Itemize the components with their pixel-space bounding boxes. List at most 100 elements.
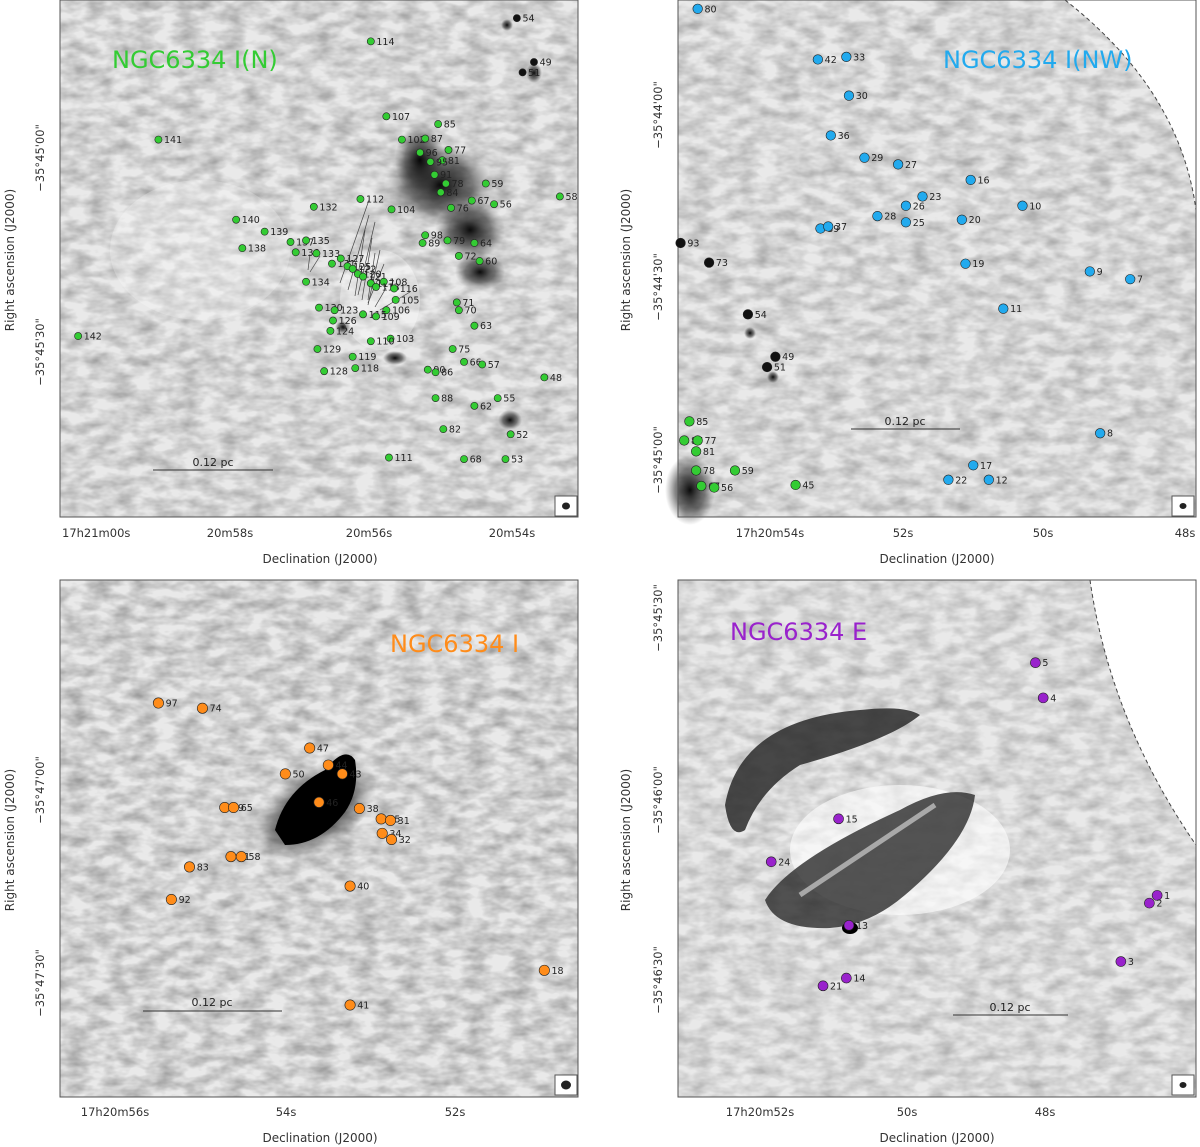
source-marker — [460, 455, 468, 463]
source-marker — [152, 697, 164, 709]
source-label: 31 — [398, 816, 410, 827]
source-marker — [729, 465, 741, 476]
source-label: 52 — [516, 430, 528, 441]
source-label: 75 — [458, 344, 470, 355]
source-marker — [390, 284, 399, 293]
source-marker — [344, 999, 356, 1011]
x-tick-label: 48s — [1035, 1105, 1056, 1119]
source-marker — [691, 465, 702, 476]
source-marker — [540, 373, 549, 382]
x-axis: 17h20m52s 50s 48s Declination (J2000) — [726, 1105, 1056, 1145]
scale-bar: 0.12 pc — [143, 996, 282, 1012]
source-label: 90 — [433, 365, 445, 376]
x-tick-label: 17h20m52s — [726, 1105, 794, 1119]
source-label: 112 — [366, 195, 384, 206]
source-marker — [320, 367, 329, 376]
source-label: 22 — [955, 475, 967, 486]
source-label: 33 — [853, 52, 865, 63]
source-marker — [418, 239, 427, 247]
source-marker — [470, 401, 479, 410]
source-label: 8 — [1107, 429, 1113, 440]
source-marker — [328, 259, 336, 268]
source-marker — [235, 851, 247, 863]
y-axis-title: Right ascension (J2000) — [3, 769, 17, 911]
source-marker — [742, 309, 754, 320]
source-marker — [165, 894, 177, 906]
source-label: 41 — [357, 1000, 369, 1011]
source-label: 139 — [270, 227, 288, 238]
source-label: 34 — [389, 829, 401, 840]
source-label: 134 — [312, 277, 330, 288]
source-marker — [1084, 266, 1095, 277]
source-label: 27 — [905, 160, 917, 171]
source-label: 10 — [1029, 201, 1041, 212]
source-marker — [228, 801, 240, 813]
x-axis: 17h20m56s 54s 52s Declination (J2000) — [81, 1105, 466, 1145]
source-label: 29 — [871, 153, 883, 164]
source-marker — [872, 211, 883, 222]
panel-ngc6334-e: 0.12 pc NGC6334 E 5 4 15 24 12 13 3 14 21 — [677, 579, 1197, 1098]
source-marker — [356, 195, 365, 203]
source-label: 74 — [210, 704, 222, 715]
source-marker — [1017, 200, 1028, 211]
scale-bar-label: 0.12 pc — [192, 456, 233, 469]
source-marker — [326, 326, 335, 335]
source-marker — [359, 272, 367, 281]
source-marker — [313, 796, 325, 808]
source-label: 2 — [1156, 899, 1162, 910]
x-tick-label: 48s — [1175, 526, 1196, 540]
source-marker — [260, 227, 269, 236]
source-marker — [379, 277, 388, 286]
x-tick-label: 50s — [1033, 526, 1054, 540]
source-marker — [430, 170, 439, 179]
source-marker — [1030, 657, 1041, 669]
source-marker — [506, 430, 515, 439]
source-label: 13 — [856, 921, 868, 932]
source-marker — [1115, 956, 1127, 967]
source-label: 92 — [179, 895, 191, 906]
x-axis-title: Declination (J2000) — [879, 552, 994, 566]
beam-box — [554, 1074, 578, 1096]
source-label: 68 — [470, 455, 482, 466]
scale-bar: 0.12 pc — [153, 456, 273, 471]
source-marker — [238, 244, 247, 253]
source-marker — [812, 54, 823, 65]
y-axis-title: Right ascension (J2000) — [619, 769, 633, 911]
x-tick-label: 50s — [897, 1105, 918, 1119]
scale-bar-label: 0.12 pc — [989, 1001, 1030, 1014]
source-marker — [302, 277, 310, 286]
source-marker — [530, 58, 538, 66]
source-marker — [351, 364, 360, 373]
source-label: 95 — [436, 157, 448, 168]
source-marker — [372, 283, 380, 291]
source-marker — [74, 332, 83, 340]
source-label: 141 — [164, 135, 182, 146]
scale-bar-label: 0.12 pc — [884, 415, 925, 428]
source-label: 129 — [323, 344, 341, 355]
source-label: 9 — [1097, 267, 1103, 278]
source-marker — [823, 221, 834, 232]
source-marker — [421, 231, 430, 240]
source-marker — [385, 453, 393, 462]
source-marker — [841, 972, 852, 984]
source-marker — [431, 394, 440, 402]
source-marker — [817, 980, 829, 992]
source-marker — [286, 238, 295, 246]
source-label: 119 — [358, 352, 376, 363]
source-markers: 5 4 15 24 12 13 3 14 21 — [765, 657, 1170, 992]
source-label: 51 — [774, 363, 786, 374]
source-marker — [917, 191, 928, 202]
source-marker — [1095, 428, 1106, 439]
source-label: 77 — [454, 145, 466, 156]
source-label: 79 — [453, 236, 465, 247]
source-label: 72 — [464, 251, 476, 262]
source-marker — [968, 460, 979, 471]
source-label: 73 — [716, 258, 728, 269]
source-marker — [833, 813, 844, 825]
source-marker — [184, 861, 196, 873]
source-label: 98 — [431, 231, 443, 242]
source-label: 32 — [399, 835, 411, 846]
source-marker — [956, 214, 967, 225]
